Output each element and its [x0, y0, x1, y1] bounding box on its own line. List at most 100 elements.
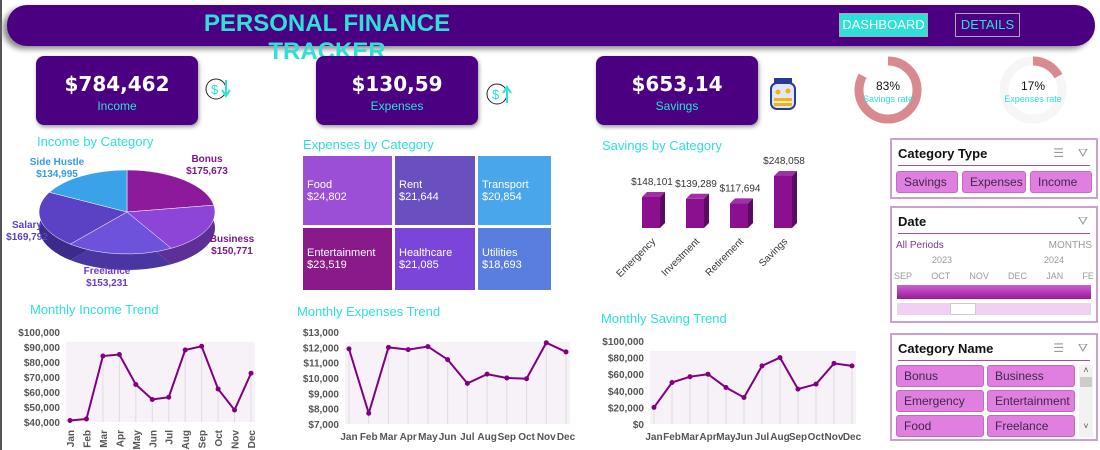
savings-value: $653,14 [631, 72, 723, 96]
bar-savings [774, 176, 792, 228]
y-tick-label: $100,000 [602, 337, 644, 348]
bar-side-2 [748, 198, 753, 228]
month-feb[interactable]: FE [1082, 271, 1094, 281]
slicer-item-emergency[interactable]: Emergency [896, 390, 984, 412]
scrollbar-thumb[interactable] [950, 303, 976, 315]
details-button[interactable]: DETAILS [955, 13, 1020, 37]
x-tick-label: Jan [645, 432, 662, 443]
category-type-title: Category Type [898, 146, 988, 161]
data-point-apr [705, 371, 711, 377]
clear-filter-icon[interactable]: ⛛ [1077, 341, 1088, 355]
page-title: PERSONAL FINANCE TRACKER [203, 10, 451, 65]
y-tick-label: $11,000 [303, 359, 339, 370]
slicer-item-expenses[interactable]: Expenses [962, 171, 1026, 193]
expenses-label: Expenses [370, 99, 424, 113]
data-point-jul [464, 380, 470, 386]
savings-jar-icon [770, 78, 796, 110]
month-jan[interactable]: JAN [1046, 271, 1064, 281]
expenses-rate-value: 17% [1021, 79, 1045, 93]
x-tick-label: Jan [340, 432, 357, 443]
expenses-trend-chart: $7,000 $8,000 $9,000 $10,000 $11,000 $12,000 $… [303, 328, 576, 443]
bar-category-label: Emergency [615, 236, 659, 280]
data-point-oct [215, 386, 221, 392]
y-tick-label: $50,000 [24, 403, 61, 414]
month-oct[interactable]: OCT [931, 271, 951, 281]
bar-value-label: $117,694 [720, 183, 761, 194]
month-dec[interactable]: DEC [1008, 271, 1028, 281]
slicer-item-bonus[interactable]: Bonus [896, 365, 984, 387]
expenses-card: $130,59 Expenses [316, 56, 478, 125]
x-tick-label: Jun [148, 430, 159, 448]
slicer-item-freelance[interactable]: Freelance [987, 415, 1075, 437]
data-point-dec [248, 370, 254, 376]
income-value: $784,462 [64, 72, 170, 96]
date-timeline-slicer: Date ⛛ All Periods MONTHS 2023 2024 SEP OCT N… [890, 206, 1098, 323]
tile-label: Utilities [482, 247, 518, 259]
y-tick-label: $10,000 [303, 374, 340, 385]
tile-label: Healthcare [399, 247, 453, 259]
plot-area [66, 342, 255, 422]
x-tick-label: Apr [115, 430, 126, 447]
category-name-slicer: Category Name ☰ ⛛ Bonus Business Emergency… [890, 333, 1098, 441]
data-point-sep [199, 343, 205, 349]
y-tick-label: $12,000 [303, 343, 340, 354]
x-tick-label: May [716, 432, 736, 443]
x-tick-label: Oct [518, 432, 535, 443]
month-nov[interactable]: NOV [969, 271, 989, 281]
data-point-mar [385, 344, 391, 350]
clear-filter-icon[interactable]: ⛛ [1077, 146, 1088, 160]
income-card: $784,462 Income [36, 56, 198, 125]
income-label: Income [97, 99, 137, 113]
y-tick-label: $20,000 [608, 403, 645, 414]
y-tick-label: $60,000 [608, 370, 645, 381]
slicer-item-entertainment[interactable]: Entertainment [987, 390, 1075, 412]
data-point-dec [563, 349, 569, 355]
tile-label: Entertainment [307, 247, 376, 259]
data-point-jan [346, 346, 352, 352]
data-point-jun [741, 394, 747, 400]
y-tick-label: $40,000 [608, 387, 645, 398]
svg-text:$: $ [492, 87, 500, 102]
slicer-item-savings[interactable]: Savings [896, 171, 958, 193]
data-point-feb [669, 380, 675, 385]
data-point-sep [795, 386, 801, 392]
x-tick-label: Dec [843, 432, 862, 443]
savings-card: $653,14 Savings [596, 56, 758, 125]
multi-select-icon[interactable]: ☰ [1053, 146, 1064, 160]
multi-select-icon[interactable]: ☰ [1053, 341, 1064, 355]
dashboard-button[interactable]: DASHBOARD [839, 13, 928, 37]
timeline-bar[interactable] [897, 285, 1091, 299]
y-tick-label: $60,000 [24, 388, 61, 399]
y-tick-label: $40,000 [24, 418, 61, 429]
timeline-scrollbar[interactable] [897, 303, 1091, 315]
slicer-item-food[interactable]: Food [896, 415, 984, 437]
data-point-jun [445, 357, 451, 363]
bar-side-1 [704, 193, 709, 228]
x-tick-label: Dec [557, 432, 576, 443]
x-tick-label: Jul [460, 432, 475, 443]
x-tick-label: Feb [82, 430, 93, 448]
month-sep[interactable]: SEP [894, 271, 913, 281]
slicer-scrollbar[interactable]: ˄ ˅ [1079, 365, 1093, 437]
trend-line [653, 356, 853, 408]
x-tick-label: Jan [66, 430, 77, 447]
x-tick-label: Feb [663, 432, 681, 443]
data-point-nov [543, 340, 549, 346]
x-tick-label: Nov [825, 432, 844, 443]
data-point-jan [67, 418, 73, 423]
y-tick-label: $9,000 [308, 389, 339, 400]
time-unit-dropdown[interactable]: MONTHS [1048, 240, 1092, 251]
treemap-tile-entertainment: Entertainment $23,519 [303, 228, 392, 290]
x-tick-label: Mar [681, 432, 699, 443]
y-tick-label: $100,000 [18, 328, 60, 339]
data-point-oct [813, 381, 819, 387]
slicer-item-income[interactable]: Income [1030, 171, 1092, 193]
data-point-nov [831, 360, 837, 366]
expenses-by-category-title: Expenses by Category [303, 137, 434, 152]
bar-category-label: Savings [757, 236, 790, 269]
clear-filter-icon[interactable]: ⛛ [1077, 214, 1088, 228]
pie-slice-bonus [126, 169, 215, 213]
slicer-item-business[interactable]: Business [987, 365, 1075, 387]
x-tick-label: Apr [699, 432, 716, 443]
data-point-aug [777, 355, 783, 361]
